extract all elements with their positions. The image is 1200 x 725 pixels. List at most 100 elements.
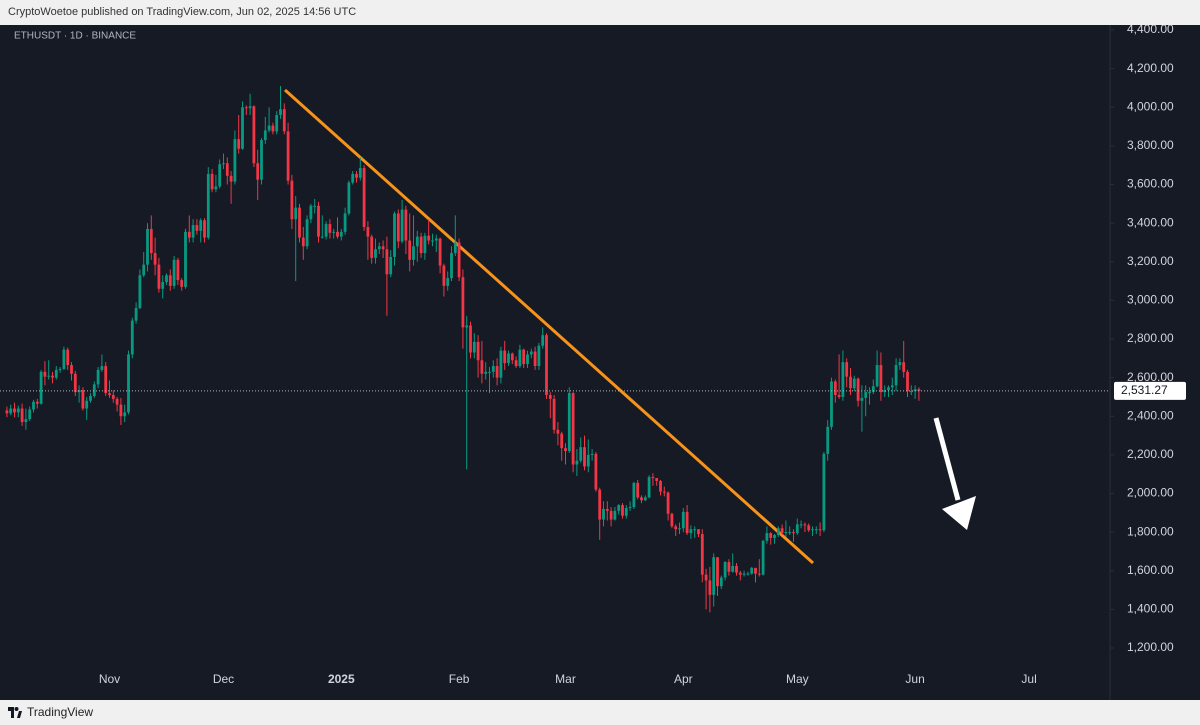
chart: ETHUSDT · 1D · BINANCE 1,200.00 1,400.00 1… xyxy=(0,25,1186,700)
candle-body xyxy=(685,511,689,534)
candle-body xyxy=(153,253,157,265)
candle-body xyxy=(309,205,313,220)
candle-body xyxy=(552,398,556,430)
candle-body xyxy=(149,228,153,254)
candle-body xyxy=(628,507,632,509)
candle-body xyxy=(108,393,111,396)
candle-body xyxy=(275,114,279,132)
candle-body xyxy=(579,447,583,461)
candle-body xyxy=(560,433,564,449)
candle-body xyxy=(400,209,404,242)
candle-body xyxy=(773,535,776,538)
candle-body xyxy=(96,369,100,385)
candle-body xyxy=(849,376,852,389)
candle-body xyxy=(556,429,560,434)
candle-body xyxy=(16,408,20,413)
candle-body xyxy=(830,381,833,427)
candle-body xyxy=(617,505,621,511)
candle-body xyxy=(712,557,716,595)
candle-body xyxy=(461,277,465,328)
candle-body xyxy=(818,529,822,531)
candle-body xyxy=(100,366,104,370)
candle-body xyxy=(233,139,237,182)
candle-body xyxy=(716,557,719,587)
candle-body xyxy=(883,390,887,393)
candle-body xyxy=(666,492,670,514)
header-bar: CryptoWoetoe published on TradingView.co… xyxy=(0,0,1200,25)
candle-body xyxy=(609,510,613,520)
candle-body xyxy=(138,275,142,309)
candle-body xyxy=(533,351,537,367)
candle-body xyxy=(541,335,545,346)
candle-body xyxy=(89,395,92,401)
candle-body xyxy=(142,264,146,276)
candle-body xyxy=(324,224,328,237)
candle-body xyxy=(244,107,248,109)
candle-body xyxy=(279,109,282,115)
candle-body xyxy=(655,478,659,481)
candle-body xyxy=(902,362,906,372)
y-tick-label: 1,600.00 xyxy=(1127,563,1174,577)
candle-body xyxy=(85,400,89,409)
candle-body xyxy=(336,231,339,237)
candle-body xyxy=(134,308,138,321)
candle-body xyxy=(583,447,586,467)
candle-body xyxy=(54,369,58,378)
candle-body xyxy=(537,345,541,367)
candle-body xyxy=(13,408,16,413)
candle-body xyxy=(187,231,191,238)
candle-body xyxy=(450,253,453,279)
candle-body xyxy=(488,371,491,373)
candle-body xyxy=(317,205,320,237)
candle-body xyxy=(419,236,423,254)
candle-body xyxy=(594,453,598,490)
candle-body xyxy=(161,282,165,289)
candle-body xyxy=(678,528,681,530)
candle-body xyxy=(73,373,77,393)
candle-body xyxy=(104,366,108,394)
candle-body xyxy=(115,398,119,405)
candle-body xyxy=(913,389,917,392)
candle-body xyxy=(750,567,754,574)
candle-body xyxy=(837,395,841,397)
candle-body xyxy=(845,362,849,377)
candle-body xyxy=(659,480,662,492)
candle-body xyxy=(731,565,735,572)
candle-body xyxy=(571,393,575,465)
candle-body xyxy=(792,532,795,534)
candle-body xyxy=(9,408,13,414)
candle-body xyxy=(647,477,651,498)
candle-body xyxy=(168,275,172,286)
x-tick-label: Dec xyxy=(213,672,234,686)
candle-body xyxy=(267,125,271,131)
candle-body xyxy=(754,567,757,574)
candle-body xyxy=(294,207,298,220)
candle-body xyxy=(256,163,260,180)
candle-body xyxy=(339,231,343,237)
candle-body xyxy=(826,426,830,454)
candle-body xyxy=(636,482,640,498)
candle-body xyxy=(218,164,222,187)
candle-body xyxy=(852,378,856,389)
candle-body xyxy=(586,454,590,467)
candle-body xyxy=(282,109,286,132)
candle-body xyxy=(396,213,400,242)
candle-body xyxy=(811,529,814,531)
candle-body xyxy=(123,412,127,417)
candle-body xyxy=(491,366,495,372)
candle-body xyxy=(495,366,499,378)
last-price-box xyxy=(1114,381,1186,400)
down-arrow xyxy=(933,417,976,530)
candle-body xyxy=(58,368,62,370)
y-tick-label: 3,000.00 xyxy=(1127,293,1174,307)
footer-bar: TradingView xyxy=(0,700,1200,725)
last-price-label: 2,531.27 xyxy=(1121,383,1168,397)
candle-body xyxy=(887,387,890,391)
x-tick-label: Apr xyxy=(674,672,693,686)
candle-body xyxy=(446,278,450,286)
candle-body xyxy=(510,353,514,361)
y-tick-label: 4,400.00 xyxy=(1127,25,1174,36)
candle-body xyxy=(898,362,902,366)
candle-body xyxy=(119,404,123,417)
candle-body xyxy=(833,381,837,396)
